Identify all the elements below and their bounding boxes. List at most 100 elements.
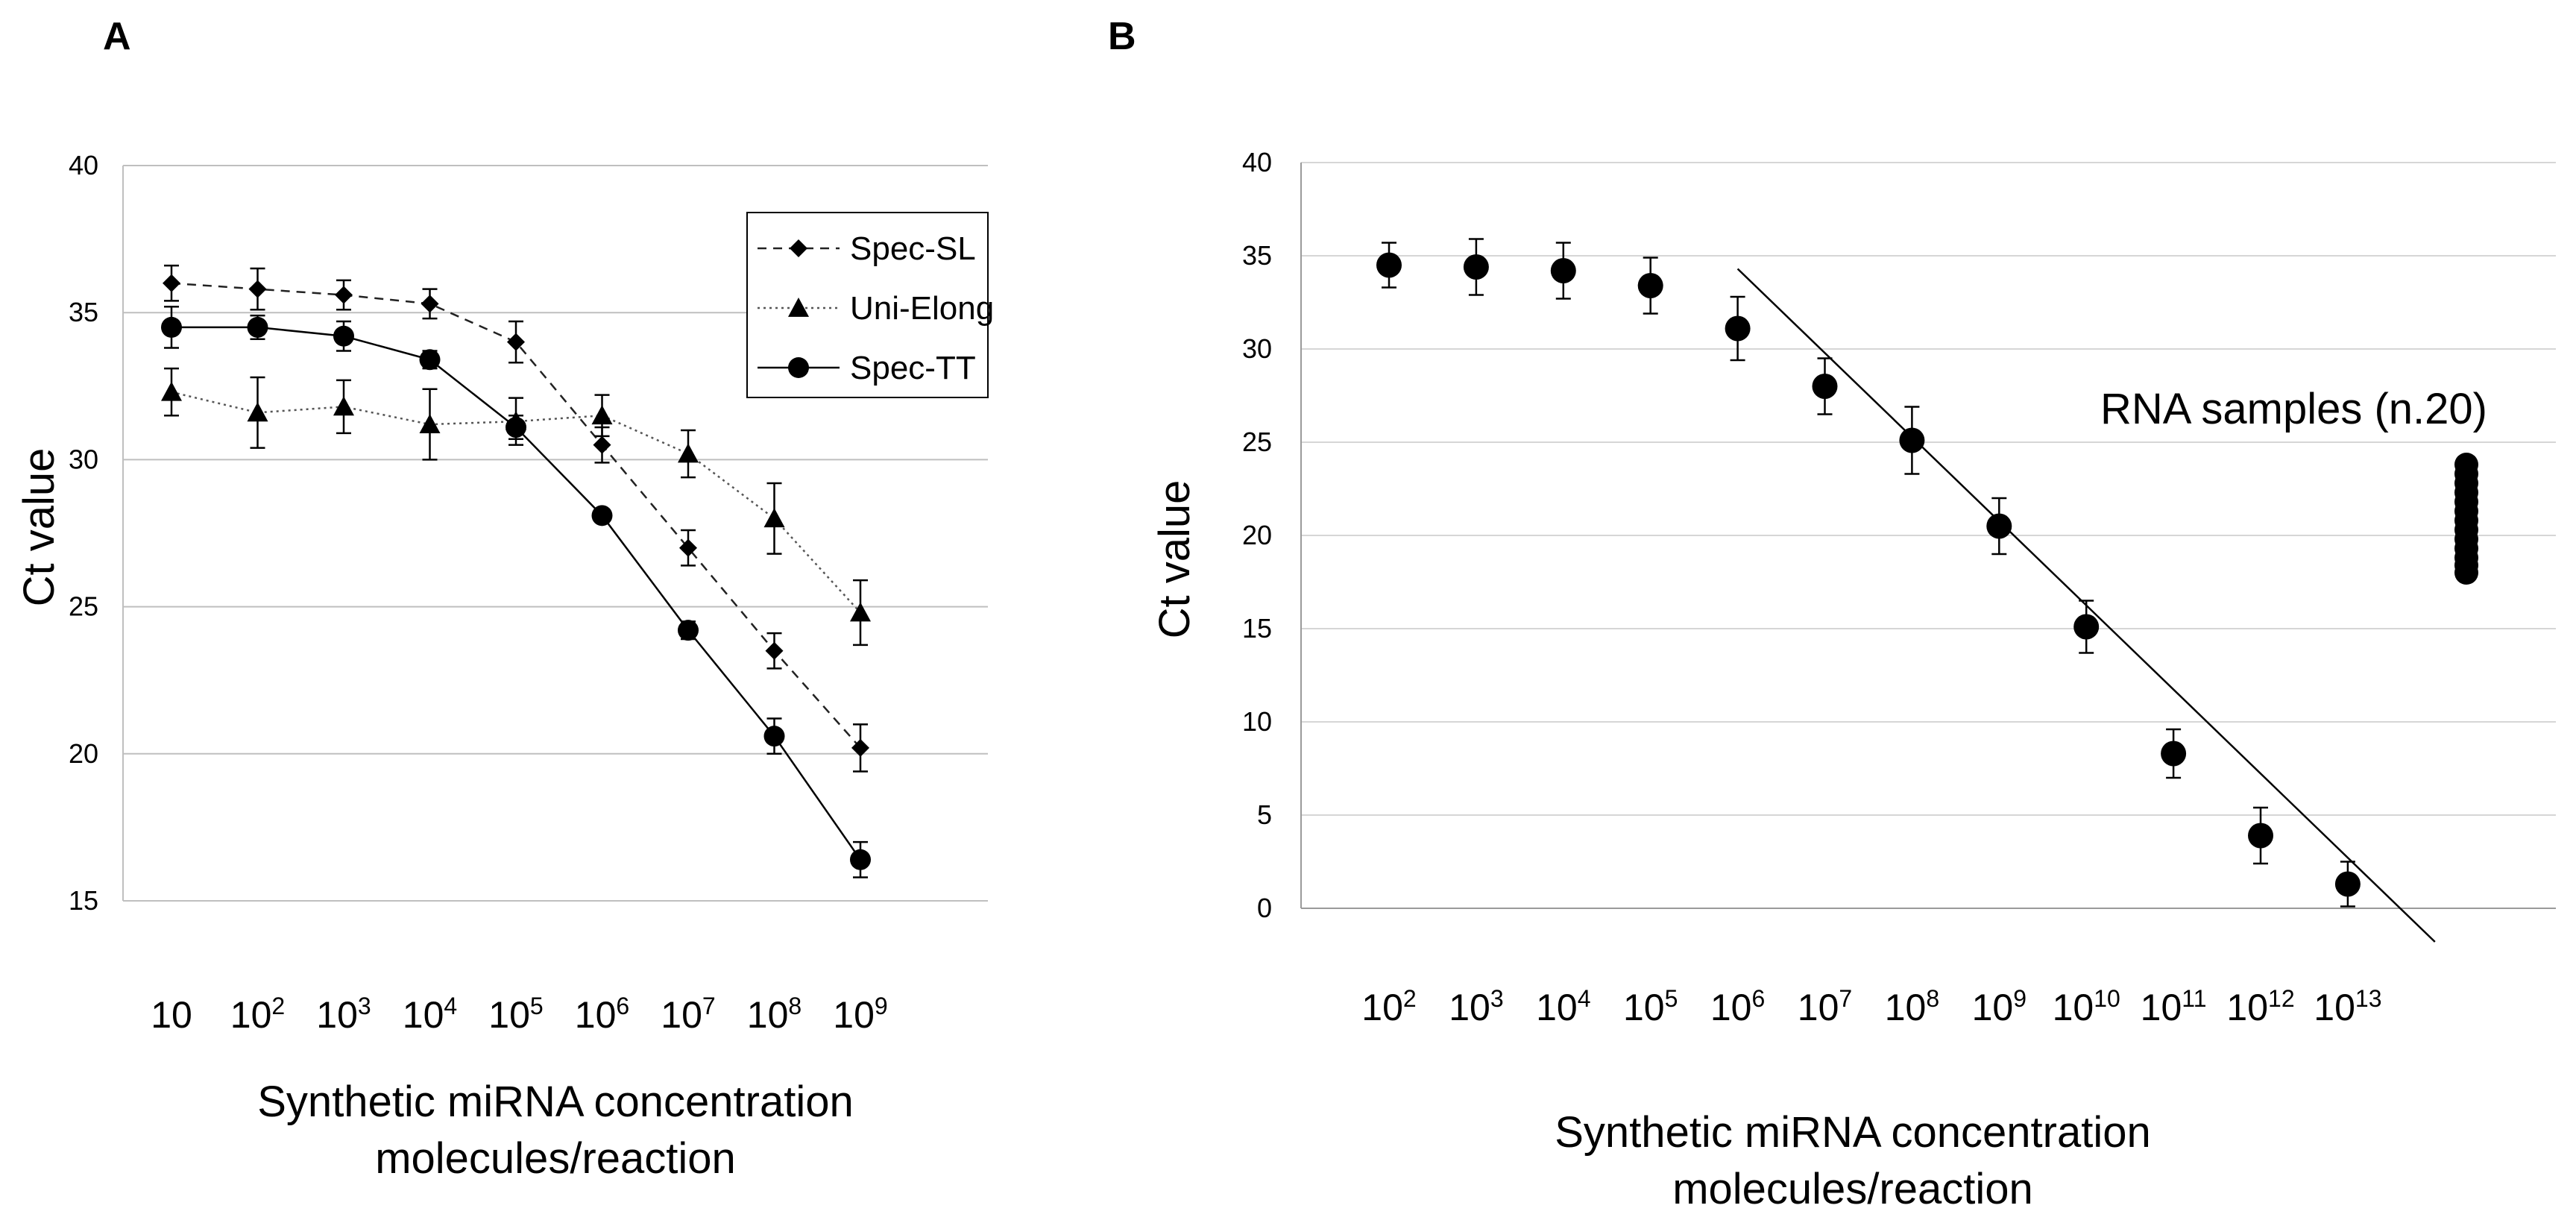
panel-a-x-tick-label: 107 [661,993,715,1036]
panel-b-point [1812,374,1838,399]
panel-a-x-tick-label: 10 [151,994,192,1036]
panel-a-legend-box [746,212,989,398]
panel-b-y-tick-labels: 0 5 10 15 20 25 30 35 40 [1242,147,1272,923]
panel-b-y-tick-label: 0 [1257,893,1272,923]
panel-b-point [2248,823,2273,849]
panel-a-point-spec-tt [678,620,699,641]
panel-b-gridlines [1300,162,2556,909]
panel-a-point-spec-tt [506,417,526,438]
panel-a-markers [161,274,871,870]
panel-b-y-axis-title: Ct value [1150,480,1199,639]
panel-b-x-tick-label: 109 [1972,985,2027,1028]
panel-a-legend-entry: Spec-TT [850,350,976,386]
panel-a-y-tick-label: 20 [69,738,98,769]
panel-b-x-axis-title: Synthetic miRNA concentration molecules/r… [1555,1108,2150,1213]
panel-a-point-spec-tt [333,325,354,347]
panel-b-x-tick-label: 102 [1361,985,1416,1028]
panel-b-y-tick-label: 5 [1257,799,1272,830]
panel-a-point-uni-elong [678,443,699,463]
panel-a-point-uni-elong [161,381,182,401]
panel-a-legend: Spec-SL Uni-Elong Spec-TT [746,212,994,398]
panel-b-x-tick-label: 108 [1885,985,1939,1028]
panel-a-point-uni-elong [850,602,871,622]
panel-a-x-tick-label: 108 [747,993,802,1036]
panel-b-y-tick-label: 30 [1242,333,1272,364]
panel-a-y-axis-title: Ct value [15,448,63,607]
panel-a-legend-marker [788,357,809,378]
panel-b-x-tick-labels: 102 103 104 105 106 107 108 109 1010 1011 1012 1013 [1361,985,2381,1028]
panel-a-legend-marker [788,298,809,317]
panel-b: B 0 5 10 15 20 25 30 35 40 102 103 104 105 106 107 108… [1108,15,2556,1213]
panel-a-point-uni-elong [591,405,613,425]
panel-b-point [2334,871,2361,897]
panel-a-x-axis-title: Synthetic miRNA concentration molecules/r… [257,1078,853,1183]
panel-a-legend-marker [790,239,807,257]
panel-a-point-uni-elong [333,396,354,416]
panel-a-point-spec-tt [419,349,441,371]
panel-b-y-tick-label: 15 [1242,613,1272,644]
panel-b-x-tick-label: 105 [1623,985,1678,1028]
panel-b-sample-point [2454,561,2478,585]
panel-b-x-tick-label: 1010 [2053,985,2120,1028]
panel-b-y-tick-label: 35 [1242,240,1272,271]
panel-b-x-tick-label: 107 [1798,985,1852,1028]
panel-a-point-spec-tt [161,316,182,338]
panel-b-point [1899,427,1925,453]
panel-b-x-tick-label: 106 [1710,985,1765,1028]
panel-b-label: B [1108,15,1136,58]
panel-a-x-tick-label: 102 [230,993,285,1036]
panel-a-point-spec-sl [163,274,180,292]
panel-a-x-tick-label: 104 [403,993,457,1036]
panel-a-point-spec-tt [247,316,268,338]
panel-b-rna-samples [2454,453,2478,585]
panel-a-point-spec-sl [421,295,439,313]
panel-a-y-tick-label: 25 [69,591,98,622]
panel-b-point [2161,741,2187,767]
panel-a-point-spec-tt [763,726,785,747]
panel-b-annotation: RNA samples (n.20) [2100,385,2487,433]
panel-a-point-uni-elong [247,402,268,422]
panel-b-y-tick-label: 10 [1242,706,1272,737]
panel-a-point-spec-sl [851,738,869,757]
panel-a-x-tick-label: 105 [488,993,543,1036]
panel-a-y-tick-label: 35 [69,297,98,327]
panel-a-x-tick-label: 106 [575,993,629,1036]
panel-a-gridlines [122,165,988,902]
panel-a-point-spec-sl [679,538,697,557]
panel-b-x-tick-label: 1013 [2314,985,2381,1028]
panel-a-x-tick-label: 103 [316,993,371,1036]
panel-a-y-tick-label: 30 [69,444,98,474]
panel-a-legend-entry: Uni-Elong [850,290,994,327]
panel-b-x-tick-label: 104 [1536,985,1590,1028]
panel-a-point-spec-sl [335,286,353,304]
panel-b-error-bars [1382,238,2355,908]
panel-a-point-spec-sl [765,641,784,660]
panel-a-x-tick-label: 109 [833,993,887,1036]
panel-a-y-tick-labels: 15 20 25 30 35 40 [69,150,98,916]
panel-a-point-spec-sl [248,280,267,298]
panel-b-x-tick-label: 1011 [2141,985,2207,1028]
panel-b-point [1725,315,1751,342]
panel-a-y-tick-label: 15 [69,885,98,916]
panel-a-point-spec-tt [850,849,871,870]
panel-a-point-uni-elong [763,508,785,528]
panel-a-legend-entry: Spec-SL [850,230,976,267]
panel-a-point-spec-tt [591,505,613,526]
panel-b-point [2073,614,2100,640]
panel-b-point [1637,273,1663,298]
panel-a-label: A [103,15,131,58]
panel-b-x-tick-label: 103 [1449,985,1503,1028]
panel-a-x-tick-labels: 10 102 103 104 105 106 107 108 109 [151,993,888,1036]
panel-a-point-spec-sl [507,333,525,351]
panel-b-y-tick-label: 20 [1242,520,1272,550]
panel-a-point-uni-elong [419,414,441,433]
panel-b-point [1550,258,1576,283]
panel-b-markers [1376,252,2361,897]
panel-b-y-tick-label: 25 [1242,427,1272,457]
panel-b-point [1376,252,1402,278]
panel-a-y-tick-label: 40 [69,150,98,180]
panel-b-point [1463,254,1489,280]
panel-a-point-spec-sl [593,436,611,454]
